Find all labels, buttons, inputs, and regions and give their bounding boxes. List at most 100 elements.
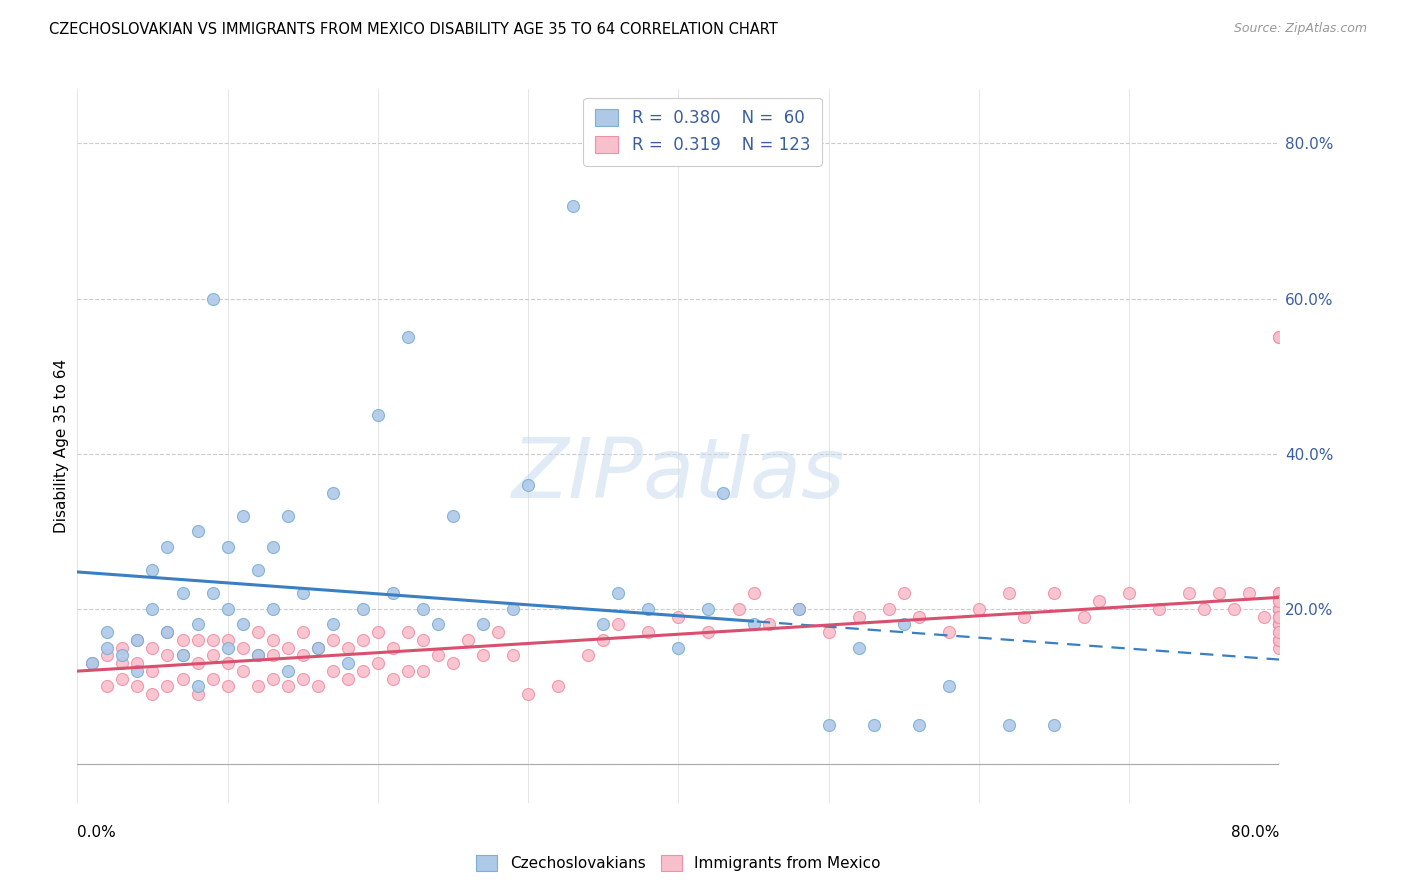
Point (96, 648, 118, 663)
Point (1118, 586, 1140, 600)
Point (396, 330, 419, 344)
Point (697, 602, 720, 616)
Point (938, 625, 960, 640)
Point (1043, 586, 1066, 600)
Point (547, 680, 569, 694)
Point (367, 625, 389, 640)
Point (938, 680, 960, 694)
Point (412, 602, 434, 616)
Point (517, 687, 540, 701)
Point (246, 563, 269, 577)
Text: Source: ZipAtlas.com: Source: ZipAtlas.com (1233, 22, 1367, 36)
Point (893, 617, 915, 632)
Point (1268, 602, 1291, 616)
Point (277, 508, 299, 523)
Point (217, 540, 239, 554)
Point (262, 672, 284, 686)
Point (502, 602, 524, 616)
Point (291, 625, 314, 640)
Point (156, 680, 179, 694)
Point (1268, 586, 1291, 600)
Point (96, 680, 118, 694)
Point (1268, 640, 1291, 655)
Point (1043, 718, 1066, 732)
Point (201, 632, 224, 647)
Point (908, 718, 931, 732)
Point (127, 656, 149, 670)
Point (381, 640, 404, 655)
Point (172, 586, 194, 600)
Point (322, 617, 344, 632)
Point (307, 640, 329, 655)
Point (817, 625, 839, 640)
Point (217, 680, 239, 694)
Point (1268, 330, 1291, 344)
Point (592, 617, 614, 632)
Point (607, 617, 630, 632)
Point (111, 640, 134, 655)
Point (1268, 594, 1291, 608)
Point (201, 586, 224, 600)
Point (277, 680, 299, 694)
Point (127, 664, 149, 678)
Point (742, 586, 765, 600)
Point (1268, 602, 1291, 616)
Point (96, 625, 118, 640)
Point (1268, 632, 1291, 647)
Point (1268, 602, 1291, 616)
Point (217, 656, 239, 670)
Point (1208, 586, 1230, 600)
Point (1268, 617, 1291, 632)
Point (1268, 602, 1291, 616)
Point (592, 632, 614, 647)
Point (637, 602, 659, 616)
Point (396, 664, 419, 678)
Point (82, 656, 104, 670)
Point (322, 485, 344, 500)
Point (141, 640, 163, 655)
Point (262, 602, 284, 616)
Point (1194, 602, 1216, 616)
Point (187, 632, 209, 647)
Point (232, 617, 254, 632)
Point (352, 664, 374, 678)
Point (1268, 602, 1291, 616)
Point (277, 640, 299, 655)
Point (156, 540, 179, 554)
Point (187, 524, 209, 539)
Point (1268, 632, 1291, 647)
Point (668, 640, 690, 655)
Point (187, 617, 209, 632)
Point (172, 648, 194, 663)
Point (111, 672, 134, 686)
Point (472, 617, 495, 632)
Point (893, 586, 915, 600)
Point (1268, 609, 1291, 624)
Point (576, 648, 599, 663)
Point (1268, 617, 1291, 632)
Point (1268, 632, 1291, 647)
Point (787, 602, 810, 616)
Point (217, 640, 239, 655)
Point (1178, 586, 1201, 600)
Point (322, 632, 344, 647)
Point (127, 632, 149, 647)
Point (291, 648, 314, 663)
Point (742, 617, 765, 632)
Point (307, 640, 329, 655)
Point (1268, 594, 1291, 608)
Point (172, 648, 194, 663)
Point (1268, 617, 1291, 632)
Point (441, 508, 464, 523)
Point (307, 680, 329, 694)
Point (322, 664, 344, 678)
Point (141, 563, 163, 577)
Point (607, 586, 630, 600)
Point (848, 640, 870, 655)
Point (336, 672, 359, 686)
Point (697, 625, 720, 640)
Point (111, 648, 134, 663)
Point (1088, 594, 1111, 608)
Point (141, 664, 163, 678)
Point (1268, 617, 1291, 632)
